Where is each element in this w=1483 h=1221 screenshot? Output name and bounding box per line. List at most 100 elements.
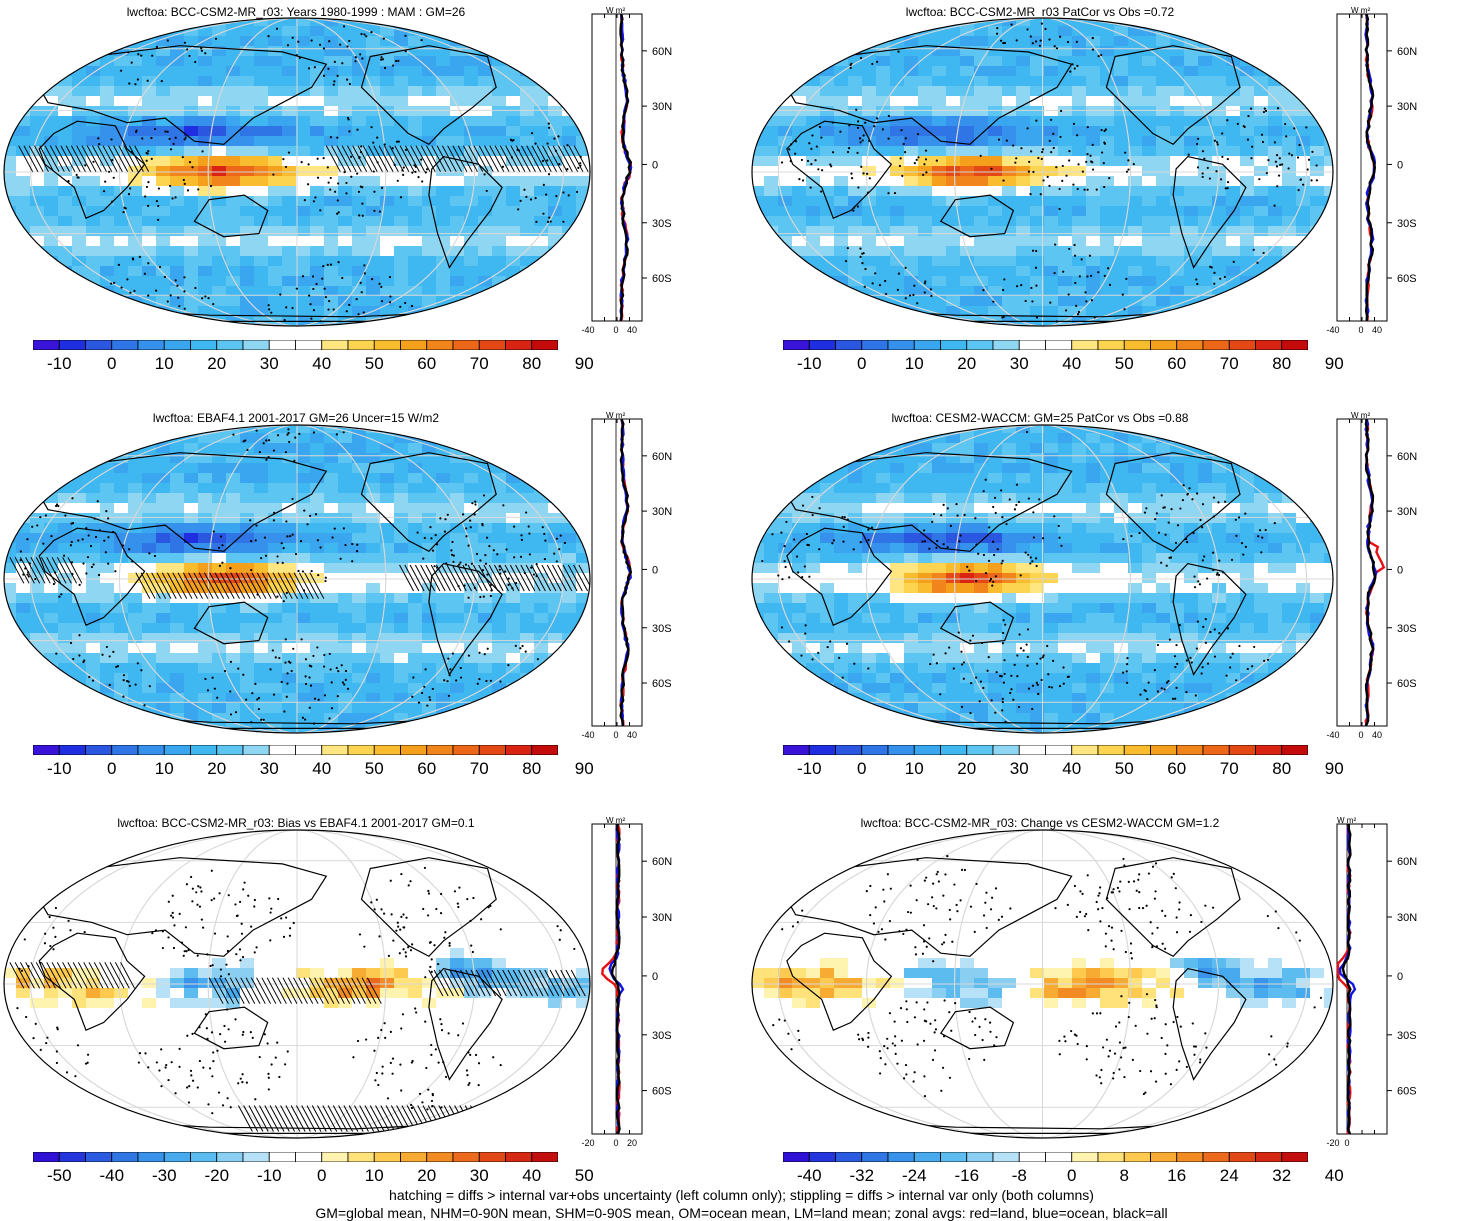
colorbar-tick-label: -24 (901, 1166, 927, 1185)
footnote-line-1: hatching = diffs > internal var+obs unce… (389, 1187, 1094, 1203)
colorbar-swatch (163, 340, 191, 350)
lat-tick-label: 30N (1397, 912, 1417, 924)
lat-tick-label: 30S (1397, 1030, 1417, 1042)
colorbar-tick-label: 70 (1219, 759, 1239, 778)
colorbar-swatch (940, 340, 968, 350)
lat-tick-label: 30S (1397, 218, 1417, 230)
colorbar-swatch (137, 340, 165, 350)
colorbar-swatch (111, 745, 139, 755)
colorbar-swatch (1123, 340, 1151, 350)
graticule (752, 18, 1333, 326)
colorbar-swatch (452, 745, 480, 755)
colorbar-swatch (1071, 1152, 1099, 1162)
panel-title: lwcftoa: BCC-CSM2-MR_r03: Change vs CESM… (860, 816, 1220, 830)
lat-tick-label: 30S (652, 623, 672, 635)
colorbar-tick-label: 16 (1167, 1166, 1187, 1185)
profile-xtick-label: 40 (1372, 325, 1382, 335)
colorbar-swatch (1045, 1152, 1073, 1162)
colorbar-tick-label: 80 (522, 759, 542, 778)
colorbar-tick-label: 0 (1067, 1166, 1077, 1185)
colorbar-tick-label: 0 (107, 759, 117, 778)
colorbar-swatch (137, 1152, 165, 1162)
colorbar-swatch (1150, 745, 1178, 755)
colorbar-swatch (1255, 745, 1283, 755)
colorbar-swatch (321, 340, 349, 350)
colorbar-swatch (400, 745, 428, 755)
colorbar-tick-label: 20 (957, 354, 977, 373)
colorbar-tick-label: 70 (469, 759, 489, 778)
map-field (752, 830, 1333, 1138)
colorbar-swatch (531, 340, 558, 350)
zonal-mean-profile: W m² 60N 30N 0 30S 60S -20 0 20 (581, 816, 672, 1148)
colorbar-swatch (531, 1152, 558, 1162)
lat-tick-label: 60N (652, 451, 672, 463)
colorbar-tick-label: 40 (522, 1166, 542, 1185)
lat-tick-label: 30N (1397, 506, 1417, 518)
colorbar-swatch (242, 340, 270, 350)
colorbar-swatch (1123, 745, 1151, 755)
colorbar-tick-label: 60 (1167, 759, 1187, 778)
colorbar-tick-label: 40 (312, 759, 332, 778)
colorbar-swatch (478, 1152, 506, 1162)
lat-tick-label: 60N (1397, 46, 1417, 58)
lat-tick-label: 60S (652, 273, 672, 285)
colorbar-swatch (861, 340, 889, 350)
colorbar-tick-label: 32 (1272, 1166, 1292, 1185)
colorbar-swatch (268, 340, 296, 350)
colorbar-swatch (452, 340, 480, 350)
colorbar-tick-label: 30 (1009, 759, 1029, 778)
colorbar-swatch (295, 340, 323, 350)
colorbar-tick-label: 20 (957, 759, 977, 778)
colorbar-swatch (216, 340, 244, 350)
colorbar-tick-label: 90 (574, 354, 594, 373)
profile-xtick-label: -40 (581, 730, 594, 740)
colorbar-swatch (783, 340, 810, 350)
colorbar-tick-label: 50 (1114, 759, 1134, 778)
colorbar-tick-label: 20 (207, 759, 227, 778)
colorbar-swatch (1018, 745, 1046, 755)
colorbar-tick-label: 30 (259, 759, 279, 778)
colorbar-swatch (531, 745, 558, 755)
colorbar-swatch (505, 1152, 533, 1162)
colorbar-swatch (295, 745, 323, 755)
colorbar-swatch (33, 1152, 60, 1162)
colorbar-swatch (190, 1152, 218, 1162)
colorbar-tick-label: -16 (954, 1166, 980, 1185)
colorbar-swatch (808, 340, 836, 350)
colorbar-tick-label: 10 (904, 759, 924, 778)
colorbar-swatch (190, 745, 218, 755)
colorbar-tick-label: -20 (204, 1166, 230, 1185)
colorbar-swatch (1150, 1152, 1178, 1162)
colorbar-swatch (783, 745, 810, 755)
colorbar-swatch (373, 1152, 401, 1162)
colorbar-tick-label: 30 (1009, 354, 1029, 373)
all-line-curve (619, 418, 633, 727)
colorbar-swatch (808, 745, 836, 755)
map-field (4, 830, 590, 1138)
lat-tick-label: 30N (1397, 101, 1417, 113)
profile-xtick-label: 40 (1372, 730, 1382, 740)
profile-unit-label: W m² (1337, 816, 1356, 825)
colorbar-tick-label: 0 (857, 354, 867, 373)
colorbar-tick-label: 80 (522, 354, 542, 373)
profile-xtick-label: 40 (627, 325, 637, 335)
colorbar-swatch (373, 745, 401, 755)
colorbar-swatch (478, 745, 506, 755)
colorbar-tick-label: 10 (154, 759, 174, 778)
colorbar-swatch (242, 1152, 270, 1162)
zonal-mean-profile: W m² 60N 30N 0 30S 60S -40 0 40 (581, 411, 672, 740)
panel-title: lwcftoa: BCC-CSM2-MR_r03 PatCor vs Obs =… (905, 5, 1175, 19)
colorbar-tick-label: 40 (1062, 759, 1082, 778)
colorbar-swatch (835, 745, 863, 755)
profile-xtick-label: 0 (1358, 730, 1363, 740)
colorbar-swatch (835, 1152, 863, 1162)
lat-tick-label: 0 (1397, 564, 1403, 576)
colorbar-tick-label: -30 (151, 1166, 177, 1185)
colorbar-swatch (347, 745, 375, 755)
colorbar-swatch (1045, 340, 1073, 350)
lat-tick-label: 0 (652, 159, 658, 171)
colorbar-swatch (58, 745, 86, 755)
colorbar-swatch (913, 745, 941, 755)
colorbar-swatch (347, 340, 375, 350)
lat-tick-label: 60N (652, 46, 672, 58)
